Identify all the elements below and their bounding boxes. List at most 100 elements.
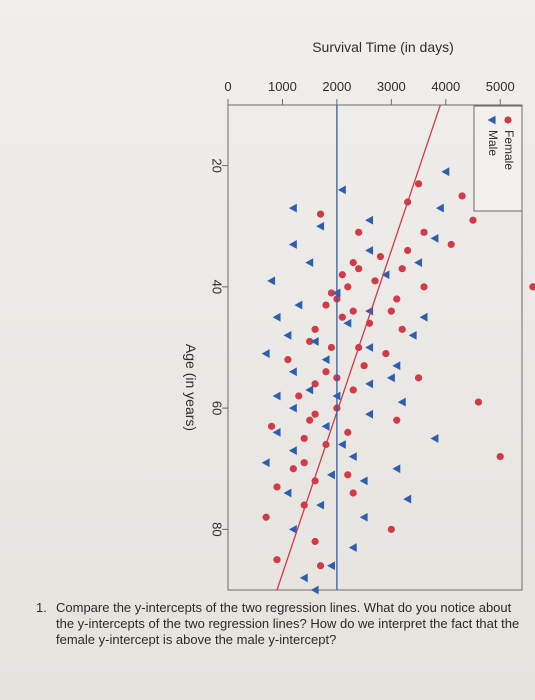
male-point: [392, 361, 401, 371]
female-point: [469, 216, 477, 224]
question-text-block: 1. Compare the y-intercepts of the two r…: [36, 600, 531, 648]
tick-labels: 0 1000 2000 3000 4000 5000 20 40 60 80: [210, 79, 515, 537]
female-point: [316, 210, 325, 218]
male-point: [261, 349, 270, 358]
female-point: [306, 337, 314, 346]
y-tick-label: 4000: [431, 79, 460, 94]
female-point: [496, 453, 504, 461]
male-point: [414, 258, 423, 268]
female-point: [420, 228, 428, 236]
female-point: [420, 283, 428, 291]
male-point: [294, 300, 303, 310]
male-point: [305, 385, 314, 395]
male-point: [310, 337, 319, 346]
male-point: [365, 409, 374, 419]
female-point: [447, 240, 455, 249]
male-point: [288, 240, 297, 249]
female-point: [398, 265, 406, 273]
male-point: [327, 470, 335, 480]
male-point: [365, 379, 374, 389]
female-regression-line: [276, 104, 441, 591]
male-point: [321, 355, 330, 365]
plot-border: [227, 104, 523, 591]
female-point: [289, 465, 297, 473]
male-point: [288, 446, 297, 455]
female-point: [404, 246, 412, 255]
female-point: [322, 301, 330, 309]
female-point: [355, 228, 363, 236]
male-point: [283, 488, 292, 498]
male-point: [305, 258, 314, 268]
male-point: [283, 330, 292, 340]
male-point: [348, 452, 357, 462]
male-point: [272, 391, 281, 401]
female-point: [344, 428, 352, 436]
female-point: [273, 556, 281, 564]
axis-ticks: [222, 99, 501, 530]
male-point: [359, 512, 368, 522]
male-point: [365, 343, 374, 352]
male-point: [299, 573, 308, 583]
male-point: [316, 500, 325, 510]
y-axis-title: Survival Time (in days): [312, 39, 454, 55]
legend-female-label: Female: [502, 130, 516, 170]
y-tick-label: 0: [224, 79, 231, 94]
question-number: 1.: [36, 600, 47, 615]
male-point: [288, 524, 297, 534]
male-point: [435, 203, 444, 213]
female-point: [338, 313, 346, 321]
male-point: [392, 464, 401, 474]
y-tick-label: 3000: [377, 79, 406, 94]
female-point: [267, 422, 276, 430]
female-point: [300, 459, 308, 467]
male-point: [337, 440, 346, 449]
female-point: [355, 265, 363, 273]
legend-male-label: Male: [486, 130, 500, 156]
female-point: [300, 434, 308, 443]
male-point: [327, 561, 335, 571]
female-point: [306, 416, 314, 424]
female-point: [387, 307, 395, 315]
x-axis-title: Age (in years): [183, 344, 199, 431]
female-point: [414, 180, 423, 188]
male-point: [359, 476, 368, 486]
female-point: [327, 343, 336, 352]
legend-box: [473, 105, 523, 212]
male-point: [430, 434, 439, 443]
male-point: [316, 221, 325, 231]
x-tick-label: 60: [210, 401, 225, 415]
female-point: [349, 259, 357, 267]
female-point: [382, 349, 390, 358]
male-point: [310, 585, 319, 595]
male-point: [386, 373, 395, 383]
male-point: [337, 185, 346, 195]
female-point: [344, 283, 352, 291]
female-point: [344, 471, 352, 479]
female-point: [322, 368, 330, 376]
y-tick-label: 2000: [322, 79, 351, 94]
female-point: [398, 325, 406, 333]
female-point: [529, 283, 535, 291]
x-tick-label: 40: [210, 280, 225, 294]
x-tick-label: 20: [210, 158, 225, 172]
regression-lines: [276, 104, 441, 591]
male-point: [419, 312, 428, 322]
male-point: [365, 215, 374, 225]
male-point: [381, 270, 390, 280]
legend-female-marker: [504, 116, 512, 124]
male-point: [288, 203, 297, 213]
male-point: [267, 276, 276, 286]
female-point: [393, 416, 401, 424]
male-point: [408, 330, 417, 340]
female-point: [376, 252, 385, 261]
y-tick-label: 5000: [486, 79, 515, 94]
data-points: [261, 167, 535, 595]
male-point: [348, 543, 357, 552]
female-point: [327, 289, 336, 297]
male-point: [343, 318, 352, 328]
female-point: [349, 489, 357, 497]
female-point: [295, 392, 303, 400]
female-point: [262, 513, 270, 521]
